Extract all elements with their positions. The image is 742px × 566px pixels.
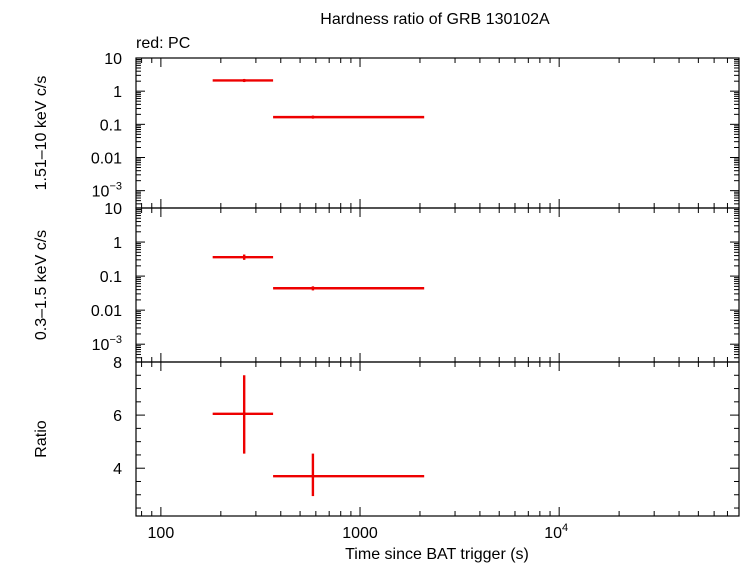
y-tick-label: 0.1 bbox=[100, 269, 122, 286]
y-tick-label: 8 bbox=[113, 355, 122, 372]
y-tick-label: 6 bbox=[113, 408, 122, 425]
legend-note: red: PC bbox=[136, 35, 190, 52]
y-tick-label-sup: −3 bbox=[109, 181, 122, 193]
chart-title: Hardness ratio of GRB 130102A bbox=[320, 11, 550, 28]
y-tick-label-text: 1 bbox=[113, 84, 122, 101]
point-marker bbox=[311, 474, 315, 478]
y-tick-label-text: 10 bbox=[92, 184, 110, 201]
y-axis-label: 0.3–1.5 keV c/s bbox=[33, 230, 50, 340]
y-axis-label: 1.51–10 keV c/s bbox=[33, 76, 50, 191]
point-marker bbox=[242, 255, 246, 259]
x-tick-label-text: 10 bbox=[544, 525, 562, 542]
y-tick-label: 10 bbox=[104, 51, 122, 68]
y-tick-label: 10 bbox=[104, 201, 122, 218]
x-axis-label: Time since BAT trigger (s) bbox=[345, 546, 529, 563]
y-tick-label-text: 8 bbox=[113, 355, 122, 372]
y-tick-label: 1 bbox=[113, 235, 122, 252]
y-tick-label-text: 4 bbox=[113, 461, 122, 478]
y-tick-label: 4 bbox=[113, 461, 122, 478]
data-point bbox=[212, 375, 274, 454]
y-tick-label-text: 0.01 bbox=[91, 150, 122, 167]
y-tick-label: 10−3 bbox=[92, 334, 122, 354]
y-tick-label-text: 10 bbox=[104, 201, 122, 218]
x-tick-label-sup: 4 bbox=[562, 522, 568, 534]
y-tick-label: 10−3 bbox=[92, 181, 122, 201]
y-tick-label: 0.01 bbox=[91, 150, 122, 167]
x-tick-label-text: 1000 bbox=[342, 525, 378, 542]
point-marker bbox=[311, 286, 315, 290]
y-axis-label: Ratio bbox=[33, 420, 50, 457]
point-marker bbox=[242, 78, 246, 83]
x-tick-label: 104 bbox=[544, 522, 568, 542]
data-point bbox=[212, 78, 274, 83]
y-tick-label-text: 0.1 bbox=[100, 269, 122, 286]
y-tick-label: 0.1 bbox=[100, 117, 122, 134]
panel-frame bbox=[135, 361, 740, 517]
data-point bbox=[273, 453, 425, 497]
y-tick-label-text: 0.1 bbox=[100, 117, 122, 134]
data-point bbox=[273, 115, 425, 119]
x-tick-label-text: 100 bbox=[148, 525, 175, 542]
y-tick-label-text: 10 bbox=[92, 337, 110, 354]
data-point bbox=[273, 286, 425, 291]
x-tick-label: 1000 bbox=[342, 525, 378, 542]
y-tick-label: 1 bbox=[113, 84, 122, 101]
y-tick-label-sup: −3 bbox=[109, 334, 122, 346]
y-tick-label-text: 0.01 bbox=[91, 303, 122, 320]
y-tick-label-text: 10 bbox=[104, 51, 122, 68]
y-tick-label: 0.01 bbox=[91, 303, 122, 320]
point-marker bbox=[311, 115, 315, 119]
x-tick-label: 100 bbox=[148, 525, 175, 542]
panel-frame bbox=[135, 207, 740, 363]
y-tick-label-text: 1 bbox=[113, 235, 122, 252]
point-marker bbox=[242, 412, 246, 416]
data-point bbox=[212, 254, 274, 260]
y-tick-label-text: 6 bbox=[113, 408, 122, 425]
